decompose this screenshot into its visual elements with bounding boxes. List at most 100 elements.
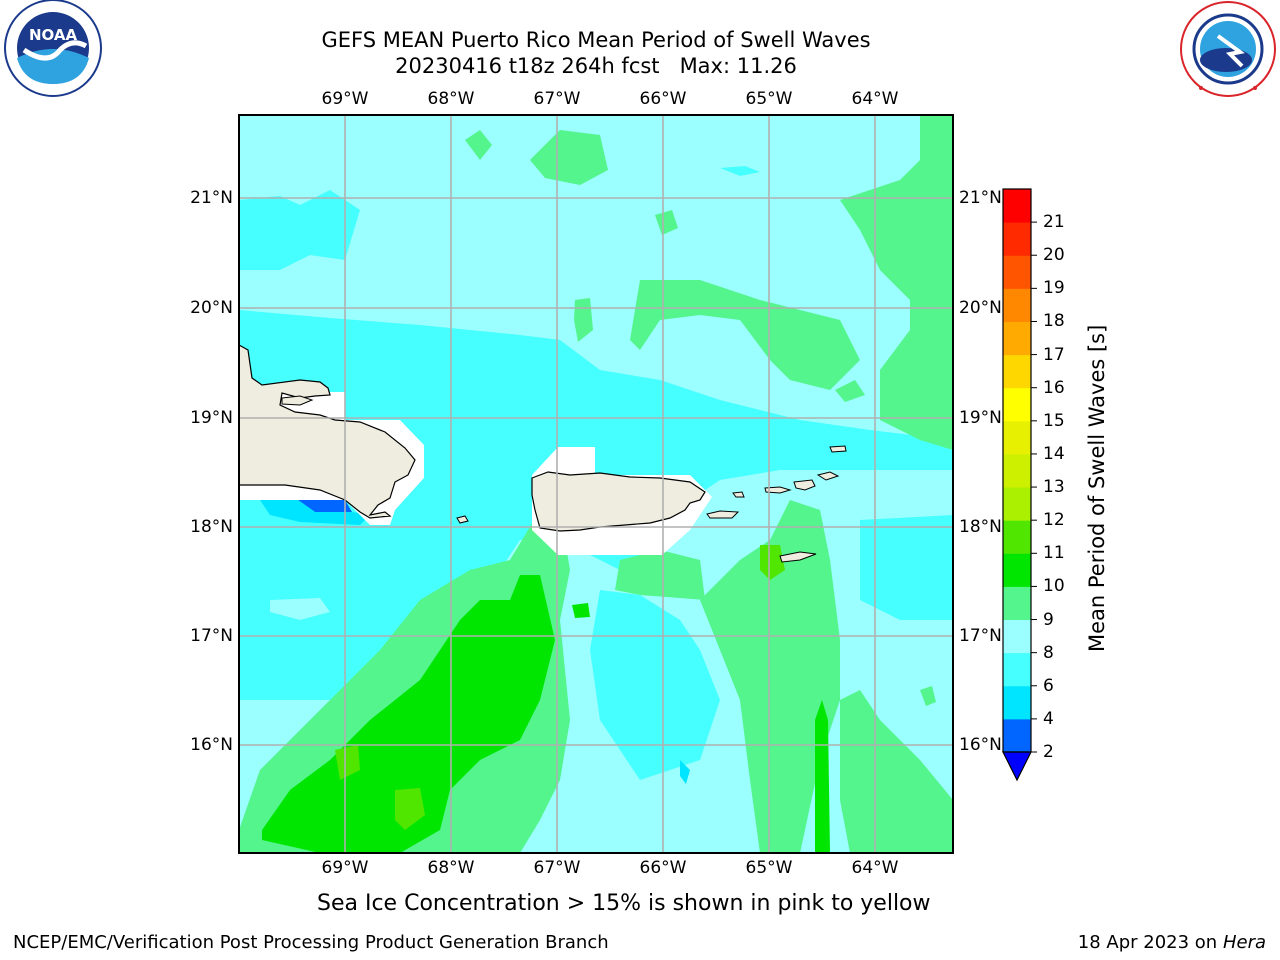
footer-branch: NCEP/EMC/Verification Post Processing Pr… xyxy=(13,932,609,953)
colorbar-tick-10: 10 xyxy=(1043,576,1065,597)
colorbar-band-15 xyxy=(1003,222,1031,256)
contour-11-12-spot-b xyxy=(395,788,425,830)
contour-9-10-spot-d xyxy=(920,686,936,706)
colorbar-under-triangle xyxy=(1002,751,1032,782)
map-frame xyxy=(238,114,954,854)
x-tick-top-68w: 68°W xyxy=(427,89,475,109)
colorbar-band-8 xyxy=(1003,453,1031,488)
noaa-logo-text: NOAA xyxy=(29,26,78,44)
y-tick-left-21n: 21°N xyxy=(190,188,233,208)
sea-ice-note: Sea Ice Concentration > 15% is shown in … xyxy=(317,891,931,916)
contour-2-4-pocket xyxy=(298,500,352,512)
colorbar-tick-6: 6 xyxy=(1043,675,1054,696)
colorbar-ticks xyxy=(1031,221,1037,753)
y-tick-right-17n: 17°N xyxy=(959,626,1002,646)
x-tick-bottom-65w: 65°W xyxy=(745,858,793,878)
contour-9-10-south-center xyxy=(615,550,705,600)
contour-6-8-northwest xyxy=(239,190,360,270)
colorbar-band-4 xyxy=(1003,586,1031,621)
land-puerto-rico xyxy=(531,471,706,532)
contour-9-10-south-east-small xyxy=(840,690,953,853)
contour-9-10-top-center xyxy=(530,130,608,185)
land-hispaniola-north-cay xyxy=(281,395,314,406)
colorbar-label: Mean Period of Swell Waves [s] xyxy=(1085,324,1109,652)
footer-date-text: 18 Apr 2023 on xyxy=(1077,932,1223,953)
x-tick-bottom-69w: 69°W xyxy=(321,858,369,878)
colorbar-band-14 xyxy=(1003,255,1031,289)
colorbar-band-16 xyxy=(1003,189,1031,223)
y-tick-right-19n: 19°N xyxy=(959,408,1002,428)
colorbar-tick-14: 14 xyxy=(1043,443,1065,464)
colorbar-tick-21: 21 xyxy=(1043,212,1065,233)
contour-10-11-east-island xyxy=(760,545,785,580)
x-tick-top-66w: 66°W xyxy=(639,89,687,109)
land-st-croix xyxy=(779,551,817,563)
contour-6-8-north-spot xyxy=(720,166,760,176)
colorbar-band-2 xyxy=(1003,652,1031,687)
colorbar-tick-18: 18 xyxy=(1043,311,1065,332)
contour-6-8-ripple xyxy=(680,760,690,784)
contour-4-6-pocket xyxy=(260,500,370,525)
x-tick-top-67w: 67°W xyxy=(533,89,581,109)
colorbar xyxy=(1002,188,1037,782)
colorbar-band-6 xyxy=(1003,520,1031,554)
x-tick-bottom-64w: 64°W xyxy=(851,858,899,878)
colorbar-band-11 xyxy=(1003,354,1031,389)
contour-9-10-top-left xyxy=(465,130,492,160)
land-mona-island xyxy=(456,515,469,524)
y-tick-right-21n: 21°N xyxy=(959,188,1002,208)
contour-10-11-southwest xyxy=(262,575,555,853)
colorbar-band-7 xyxy=(1003,487,1031,521)
land-tortola xyxy=(816,471,840,481)
y-tick-left-16n: 16°N xyxy=(190,735,233,755)
y-tick-right-20n: 20°N xyxy=(959,298,1002,318)
y-tick-left-19n: 19°N xyxy=(190,408,233,428)
y-tick-left-17n: 17°N xyxy=(190,626,233,646)
colorbar-tick-16: 16 xyxy=(1043,377,1065,398)
colorbar-bands xyxy=(1002,188,1032,782)
nws-logo xyxy=(1180,1,1276,97)
colorbar-tick-9: 9 xyxy=(1043,609,1054,630)
footer-date: 18 Apr 2023 on Hera xyxy=(1078,932,1266,954)
colorbar-tick-15: 15 xyxy=(1043,410,1065,431)
contour-11-12-spot-a xyxy=(335,745,360,780)
x-tick-bottom-66w: 66°W xyxy=(639,858,687,878)
contour-9-10-southeast-band xyxy=(700,500,840,853)
y-tick-right-18n: 18°N xyxy=(959,517,1002,537)
colorbar-tick-19: 19 xyxy=(1043,278,1065,299)
colorbar-tick-8: 8 xyxy=(1043,642,1054,663)
colorbar-band-5 xyxy=(1003,553,1031,587)
map-subtitle: 20230416 t18z 264h fcst Max: 11.26 xyxy=(395,54,797,78)
contour-6-8-south-east xyxy=(860,515,953,620)
colorbar-tick-2: 2 xyxy=(1043,742,1054,762)
footer-machine: Hera xyxy=(1222,932,1266,953)
noaa-logo: NOAA xyxy=(4,0,102,97)
contour-10-11-east-strip xyxy=(815,700,830,853)
colorbar-band-1 xyxy=(1003,685,1031,720)
colorbar-tick-17: 17 xyxy=(1043,344,1065,365)
contour-6-8-pocket xyxy=(270,598,330,620)
colorbar-band-13 xyxy=(1003,288,1031,322)
x-tick-bottom-68w: 68°W xyxy=(427,858,475,878)
x-tick-top-65w: 65°W xyxy=(745,89,793,109)
land-vieques xyxy=(706,510,740,519)
x-tick-bottom-67w: 67°W xyxy=(533,858,581,878)
colorbar-frame xyxy=(1002,188,1032,753)
land-st-john xyxy=(793,479,816,491)
contour-6-8-south-center xyxy=(590,590,720,780)
land-st-thomas xyxy=(764,486,792,494)
x-tick-top-69w: 69°W xyxy=(321,89,369,109)
graticule xyxy=(239,115,953,853)
colorbar-band-0 xyxy=(1003,718,1031,753)
colorbar-band-3 xyxy=(1003,619,1031,654)
contour-10-11-spot xyxy=(572,603,590,618)
contour-9-10-spot-b xyxy=(655,210,678,235)
x-tick-top-64w: 64°W xyxy=(851,89,899,109)
colorbar-tick-4: 4 xyxy=(1043,708,1054,729)
y-tick-right-16n: 16°N xyxy=(959,735,1002,755)
colorbar-tick-13: 13 xyxy=(1043,477,1065,498)
contour-9-10-spot-c xyxy=(835,380,865,402)
map-title: GEFS MEAN Puerto Rico Mean Period of Swe… xyxy=(321,28,871,52)
contour-9-10-spot-a xyxy=(574,298,593,342)
